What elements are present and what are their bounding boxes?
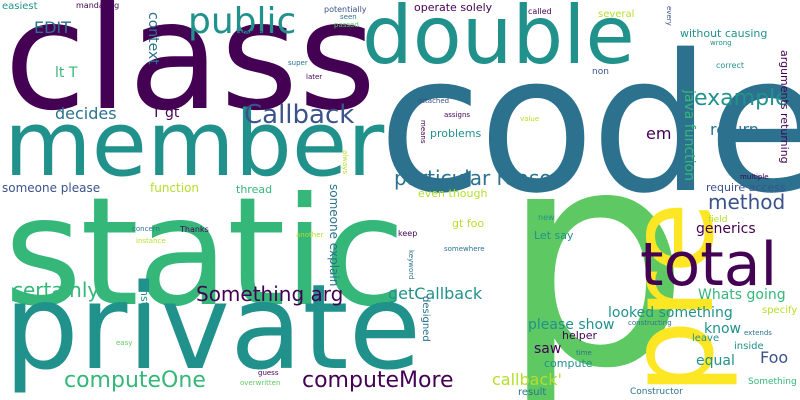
- word-wrong: wrong: [710, 39, 732, 47]
- word-correct: correct: [716, 61, 745, 70]
- word-mandating: mandating: [76, 1, 120, 10]
- word-please-show: please show: [528, 317, 615, 333]
- word-keyword: keyword: [407, 250, 415, 280]
- word-someone-explain: someone explain: [327, 184, 341, 287]
- word-java-function: java function: [681, 90, 697, 181]
- word-several: several: [598, 9, 635, 20]
- word-compute: compute: [544, 357, 593, 370]
- word-require-access: require access: [706, 181, 786, 194]
- word-looked-something: looked something: [608, 305, 733, 321]
- word-keep: keep: [398, 229, 418, 238]
- word-means: means: [419, 120, 427, 144]
- word-callback-quote: callback': [492, 370, 562, 389]
- word-someone-please: someone please: [2, 181, 101, 195]
- word-context: context: [145, 12, 161, 65]
- word-non: non: [592, 67, 609, 77]
- word-constructor: Constructor: [630, 387, 683, 397]
- word-always: always: [341, 150, 349, 175]
- word-overwritten: overwritten: [240, 379, 281, 387]
- word-problems: problems: [430, 127, 482, 140]
- word-leave: leave: [692, 333, 720, 344]
- word-easiest: easiest: [2, 1, 38, 12]
- word-safe: safe: [538, 335, 553, 343]
- word-class: class: [4, 0, 377, 144]
- word-public: public: [188, 1, 297, 42]
- word-decides: decides: [55, 104, 117, 123]
- word-seen: seen: [340, 13, 357, 21]
- word-example: example: [694, 86, 789, 111]
- word-callback: Callback: [244, 100, 355, 130]
- word-assigns: assigns: [444, 111, 471, 119]
- word-computemore: computeMore: [302, 368, 454, 393]
- word-instance: instance: [136, 237, 166, 245]
- word-generics: generics: [696, 221, 756, 237]
- word-time: time: [576, 349, 592, 357]
- word-saw: saw: [534, 341, 562, 357]
- word-passed: passed: [334, 21, 359, 29]
- word-guess: guess: [258, 369, 279, 377]
- word-method: method: [708, 190, 786, 214]
- word-even-though: even though: [418, 187, 488, 200]
- word-arguments-returning: arguments returning: [778, 50, 791, 164]
- word-gt-foo: gt foo: [452, 217, 485, 230]
- word-without-causing: without causing: [680, 27, 768, 40]
- word-know: know: [704, 321, 741, 337]
- word-thread: thread: [236, 183, 273, 196]
- word-reuse: reuse: [536, 243, 556, 251]
- word-field: field: [708, 215, 728, 225]
- word-helper: helper: [562, 329, 598, 342]
- word-p: p: [500, 85, 691, 400]
- word-getcallback: getCallback: [388, 284, 483, 303]
- word-new: new: [538, 213, 555, 222]
- word-result: result: [518, 387, 547, 398]
- word-another: another: [296, 231, 324, 239]
- word-intention: intention: [236, 29, 268, 37]
- word-multiple: multiple: [740, 173, 769, 181]
- word-something: Something: [748, 377, 797, 387]
- word-designed: designed: [420, 296, 431, 342]
- word-particular-reason: particular reason: [394, 166, 565, 190]
- word-potentially: potentially: [324, 5, 367, 14]
- word-static: static: [4, 166, 406, 340]
- word-somewhere: somewhere: [444, 245, 485, 253]
- word-instantiated: instantiated: [138, 286, 151, 352]
- word-easy: easy: [116, 339, 133, 347]
- word-return: return: [710, 120, 759, 139]
- word-lets-say: Let say: [534, 229, 574, 242]
- word-specify: specify: [762, 305, 798, 316]
- word-constructing: constructing: [628, 319, 672, 327]
- word-em: em: [646, 124, 672, 143]
- word-code: code: [378, 14, 800, 235]
- word-every: every: [665, 6, 673, 26]
- word-inside: inside: [734, 341, 764, 352]
- word-operate-solely: operate solely: [414, 1, 493, 14]
- word-value: value: [520, 115, 540, 123]
- word-edit: EDIT: [34, 18, 71, 37]
- word-computeone: computeOne: [64, 368, 206, 393]
- word-something-arg: Something arg: [196, 282, 344, 306]
- word-later: later: [306, 73, 323, 81]
- word-foo: Foo: [760, 348, 789, 367]
- word-super: super: [288, 59, 308, 67]
- word-certainly: certainly: [12, 278, 100, 302]
- word-extends: extends: [744, 329, 772, 337]
- word-private: private: [4, 258, 422, 396]
- word-total: total: [640, 230, 778, 300]
- word-double: double: [362, 0, 635, 82]
- word-t-gt: T gt: [152, 105, 180, 121]
- word-called: called: [528, 7, 552, 16]
- word-function: function: [150, 181, 200, 195]
- word-whats-going: Whats going: [698, 287, 786, 303]
- word-attached: attached: [418, 97, 450, 105]
- word-concern: concern: [132, 225, 160, 233]
- word-member: member: [4, 92, 385, 197]
- word-equal: equal: [696, 353, 735, 369]
- word-thanks: Thanks: [180, 225, 209, 234]
- word-lt-t: lt T: [55, 65, 78, 81]
